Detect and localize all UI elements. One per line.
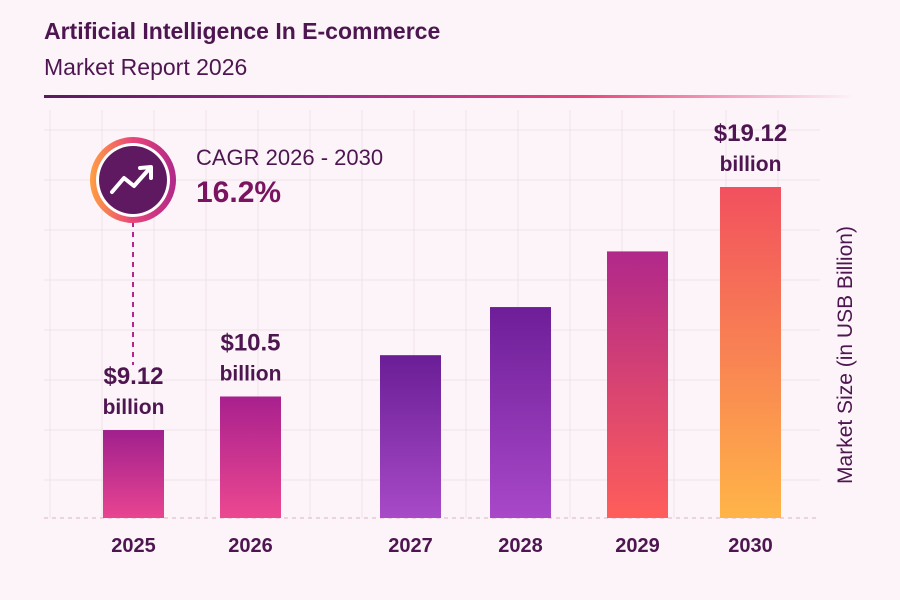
bar-2027: [380, 355, 441, 518]
title-divider: [44, 95, 854, 98]
data-label: billion: [103, 396, 165, 419]
data-label: billion: [220, 362, 282, 385]
data-label: $10.5: [220, 329, 280, 356]
bar-2028: [490, 307, 551, 518]
data-label: $9.12: [103, 363, 163, 390]
x-tick-label: 2028: [498, 535, 543, 557]
bar-2025: [103, 430, 164, 518]
chart-title: Artificial Intelligence In E-commerce: [44, 18, 441, 44]
x-tick-label: 2026: [228, 535, 273, 557]
x-tick-label: 2025: [111, 535, 156, 557]
cagr-value: 16.2%: [196, 176, 282, 209]
bar-2029: [607, 251, 668, 518]
data-label: billion: [720, 153, 782, 176]
bar-2026: [220, 396, 281, 518]
bar-2030: [720, 187, 781, 518]
data-label: $19.12: [714, 120, 787, 147]
x-tick-label: 2027: [388, 535, 433, 557]
x-tick-label: 2029: [615, 535, 660, 557]
x-tick-label: 2030: [728, 535, 773, 557]
cagr-label: CAGR 2026 - 2030: [196, 145, 384, 170]
trending-up-icon: [90, 137, 176, 223]
chart-subtitle: Market Report 2026: [44, 54, 248, 80]
y-axis-label: Market Size (in USB Billion): [834, 226, 857, 484]
